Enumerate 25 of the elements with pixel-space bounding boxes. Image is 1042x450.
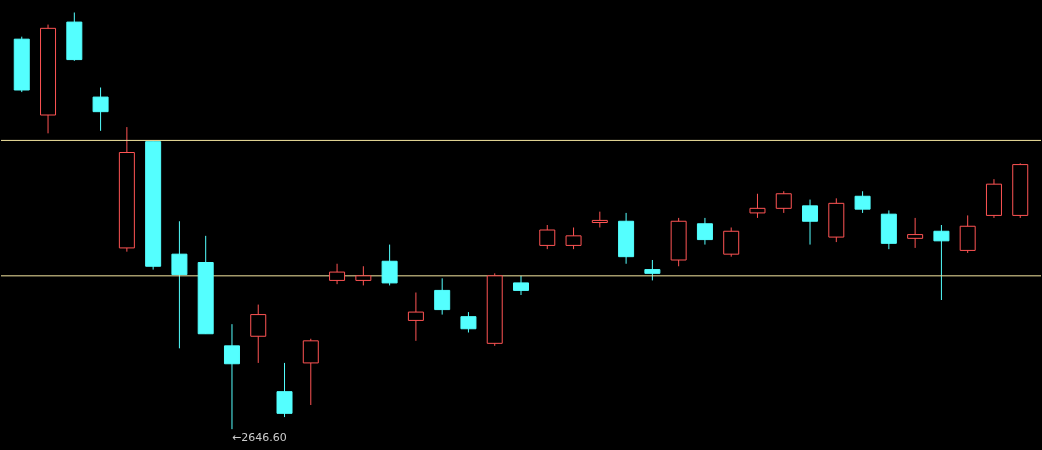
candlestick xyxy=(933,224,950,301)
candlestick xyxy=(223,323,240,430)
text: ←2646.60 xyxy=(231,431,287,445)
candlestick xyxy=(329,263,346,285)
candlestick xyxy=(723,227,740,258)
candlestick xyxy=(907,217,924,249)
candlestick xyxy=(92,87,109,132)
candlestick xyxy=(513,275,529,296)
candlestick xyxy=(302,338,319,406)
candlestick xyxy=(171,220,188,349)
candlestick xyxy=(749,193,766,219)
candlestick xyxy=(250,304,267,364)
candlestick xyxy=(802,199,819,246)
candlestick xyxy=(644,259,661,281)
candlestick xyxy=(539,224,556,250)
candlestick xyxy=(854,190,871,214)
candlestick xyxy=(381,244,398,286)
candlestick xyxy=(434,277,451,316)
candlestick xyxy=(460,311,477,333)
candlestick xyxy=(565,227,582,250)
candlestick xyxy=(355,265,372,286)
candlestick xyxy=(696,217,713,246)
candlestick xyxy=(775,190,792,214)
candlestick xyxy=(407,292,424,342)
candlestick xyxy=(276,362,293,418)
